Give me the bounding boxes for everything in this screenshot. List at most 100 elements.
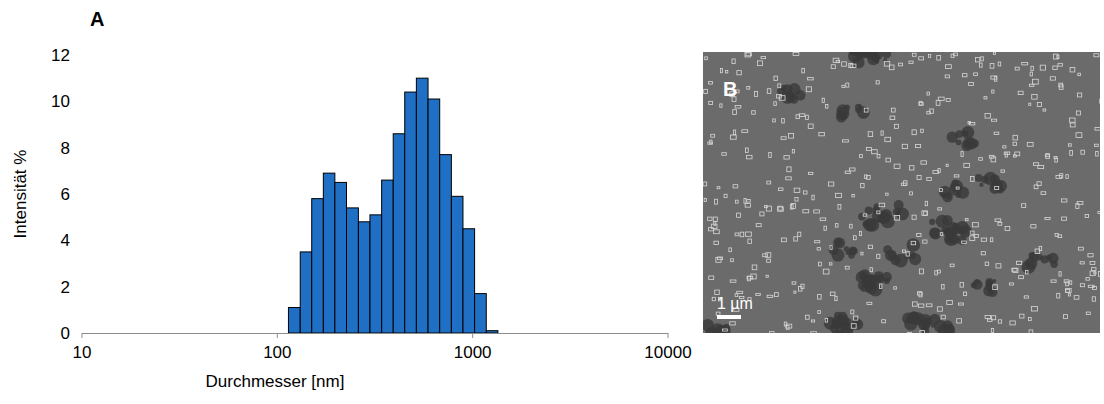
light-particle <box>1076 133 1082 138</box>
light-particle <box>1051 280 1056 282</box>
dark-clump <box>950 180 963 193</box>
light-particle <box>985 113 990 118</box>
light-particle <box>938 97 944 100</box>
light-particle <box>825 318 827 322</box>
light-particle <box>708 228 713 231</box>
light-particle <box>737 291 743 293</box>
light-particle <box>917 233 921 236</box>
dark-clump <box>884 278 890 284</box>
bar <box>358 222 370 333</box>
light-particle <box>843 140 849 142</box>
light-particle <box>882 320 886 323</box>
x-tick <box>472 333 473 338</box>
light-particle <box>815 241 820 243</box>
dark-clump <box>906 238 920 252</box>
light-particle <box>853 316 857 320</box>
light-particle <box>1066 175 1068 179</box>
light-particle <box>1086 312 1090 314</box>
light-particle <box>709 81 713 84</box>
light-particle <box>909 166 914 170</box>
micrograph-texture <box>703 52 1100 333</box>
light-particle <box>737 71 741 75</box>
light-particle <box>747 276 750 281</box>
light-particle <box>758 61 763 66</box>
light-particle <box>962 74 967 77</box>
light-particle <box>969 122 974 124</box>
light-particle <box>720 68 722 72</box>
light-particle <box>957 319 962 323</box>
light-particle <box>811 320 814 322</box>
light-particle <box>722 153 726 156</box>
light-particle <box>1086 278 1090 281</box>
scale-bar <box>717 315 741 319</box>
y-axis-title: Intensität % <box>11 150 30 239</box>
light-particle <box>829 182 834 186</box>
light-particle <box>715 290 720 294</box>
light-particle <box>1015 152 1020 156</box>
y-tick-label: 4 <box>61 231 70 250</box>
bar <box>463 229 475 333</box>
light-particle <box>770 332 775 333</box>
light-particle <box>868 132 873 137</box>
light-particle <box>960 283 963 288</box>
light-particle <box>946 164 948 166</box>
light-particle <box>877 211 880 214</box>
light-particle <box>1085 215 1088 218</box>
light-particle <box>1026 270 1028 274</box>
light-particle <box>1095 127 1100 130</box>
light-particle <box>1038 165 1044 168</box>
y-tick-label: 8 <box>61 139 70 158</box>
light-particle <box>704 89 708 93</box>
micrograph <box>701 42 1104 344</box>
light-particle <box>740 232 744 237</box>
light-particle <box>990 64 994 69</box>
dark-clump <box>837 315 849 327</box>
light-particle <box>850 224 853 228</box>
light-particle <box>822 98 824 102</box>
dark-clump <box>893 208 901 216</box>
light-particle <box>891 108 895 112</box>
light-particle <box>991 157 996 162</box>
light-particle <box>998 62 1001 66</box>
light-particle <box>778 207 784 211</box>
light-particle <box>777 95 782 98</box>
light-particle <box>1043 109 1046 111</box>
light-particle <box>1070 281 1072 285</box>
light-particle <box>747 200 751 202</box>
light-particle <box>945 75 949 78</box>
y-tick-label: 2 <box>61 278 70 297</box>
light-particle <box>817 248 820 250</box>
light-particle <box>849 168 855 171</box>
light-particle <box>881 131 883 135</box>
light-particle <box>1041 192 1046 195</box>
dark-clump <box>865 286 871 292</box>
light-particle <box>1076 204 1079 209</box>
light-particle <box>744 198 746 203</box>
light-particle <box>919 57 924 60</box>
light-particle <box>1022 63 1028 65</box>
light-particle <box>730 280 736 282</box>
light-particle <box>748 239 752 243</box>
light-particle <box>979 63 982 67</box>
light-particle <box>1088 254 1093 257</box>
light-particle <box>993 285 998 290</box>
light-particle <box>1070 67 1075 72</box>
light-particle <box>996 264 1001 268</box>
light-particle <box>1029 103 1031 105</box>
y-tick-label: 10 <box>51 92 70 111</box>
light-particle <box>940 233 943 236</box>
light-particle <box>1050 77 1055 80</box>
light-particle <box>789 133 794 138</box>
light-particle <box>806 87 811 92</box>
light-particle <box>784 322 787 326</box>
light-particle <box>704 198 706 201</box>
light-particle <box>836 193 842 197</box>
light-particle <box>784 156 789 159</box>
light-particle <box>756 224 761 227</box>
light-particle <box>1090 271 1095 276</box>
dark-clump <box>723 324 730 331</box>
light-particle <box>733 185 738 188</box>
y-tick-label: 6 <box>61 185 70 204</box>
bar <box>382 180 394 333</box>
light-particle <box>1029 330 1033 333</box>
